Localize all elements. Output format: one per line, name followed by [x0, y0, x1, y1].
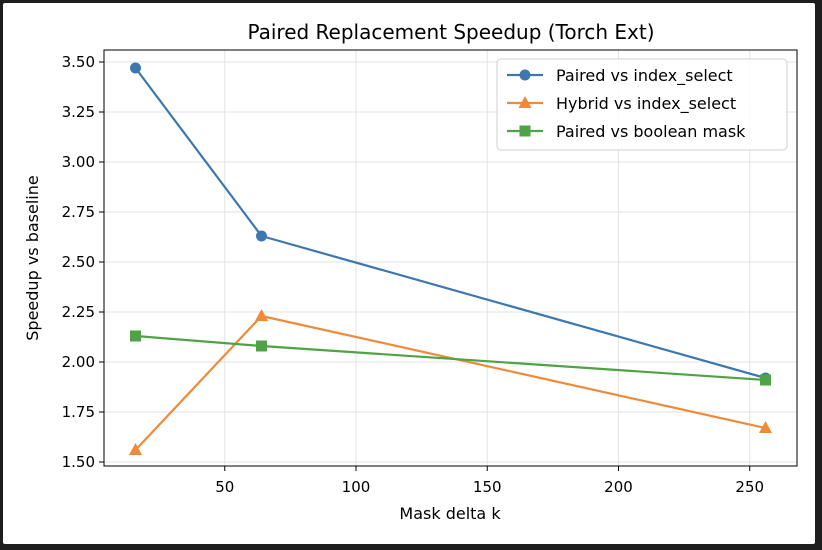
legend-label-3: Paired vs boolean mask — [556, 122, 746, 141]
legend-marker-1 — [519, 69, 531, 81]
x-tick-label: 50 — [215, 478, 234, 496]
y-axis-ticks: 1.50 1.75 2.00 2.25 2.50 2.75 3.00 3.25 3.50 — [62, 53, 104, 471]
series-line-3 — [135, 334, 766, 382]
y-tick-label: 2.75 — [62, 203, 95, 221]
legend-label-1: Paired vs index_select — [556, 66, 733, 86]
legend-box — [496, 58, 788, 151]
x-tick-label: 200 — [604, 478, 633, 496]
y-tick-label: 3.00 — [62, 153, 95, 171]
y-tick-label: 1.50 — [62, 453, 95, 471]
y-tick-label: 1.75 — [62, 403, 95, 421]
y-tick-label: 2.25 — [62, 303, 95, 321]
data-point — [130, 330, 141, 342]
data-point — [129, 443, 142, 455]
x-tick-label: 250 — [735, 478, 764, 496]
data-point — [256, 230, 267, 242]
series-lines — [129, 62, 772, 455]
y-tick-label: 3.25 — [62, 103, 95, 121]
data-point — [130, 62, 141, 74]
y-axis-label: Speedup vs baseline — [23, 175, 42, 340]
x-axis-label: Mask delta k — [399, 504, 501, 523]
legend-marker-3 — [519, 125, 531, 137]
x-tick-label: 150 — [473, 478, 502, 496]
y-tick-label: 3.50 — [62, 53, 95, 71]
legend-label-2: Hybrid vs index_select — [556, 94, 736, 114]
y-tick-label: 2.50 — [62, 253, 95, 271]
legend-marker-2 — [518, 96, 532, 108]
y-tick-label: 2.00 — [62, 353, 95, 371]
series-line-2 — [134, 314, 766, 451]
data-point — [760, 374, 771, 386]
data-point — [759, 421, 772, 433]
legend: Paired vs index_select Hybrid vs index_se… — [496, 58, 788, 151]
x-tick-label: 100 — [342, 478, 371, 496]
data-point — [255, 309, 268, 321]
x-axis-ticks: 50 100 150 200 250 — [215, 466, 764, 496]
plot-area-border — [103, 49, 798, 467]
chart-title: Paired Replacement Speedup (Torch Ext) — [247, 20, 654, 44]
data-point — [256, 340, 267, 352]
